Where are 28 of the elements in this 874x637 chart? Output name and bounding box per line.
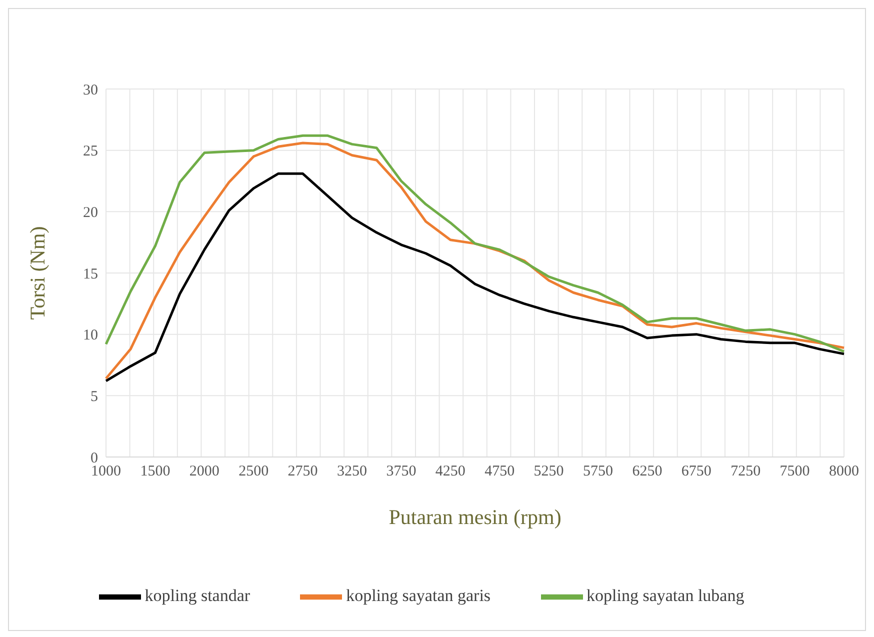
x-tick-label: 4250 — [435, 464, 466, 480]
x-tick-label: 7500 — [780, 464, 810, 480]
x-tick-label: 2000 — [189, 464, 220, 480]
x-tick-label: 3250 — [337, 464, 367, 480]
legend-label: kopling standar — [144, 586, 250, 605]
y-tick-label: 10 — [83, 328, 98, 344]
y-tick-label: 15 — [83, 266, 98, 282]
legend-label: kopling sayatan lubang — [586, 586, 744, 605]
x-tick-label: 8000 — [829, 464, 859, 480]
x-tick-label: 2500 — [238, 464, 269, 480]
y-tick-label: 5 — [90, 388, 98, 405]
y-tick-label: 20 — [83, 204, 98, 221]
x-tick-label: 6750 — [681, 464, 712, 480]
y-tick-label: 0 — [90, 450, 98, 466]
x-tick-label: 2750 — [288, 464, 318, 480]
x-tick-label: 3750 — [386, 464, 416, 480]
y-tick-label: 25 — [83, 144, 98, 160]
y-tick-label: 30 — [83, 82, 98, 98]
y-axis-title: Torsi (Nm) — [25, 226, 50, 320]
x-tick-label: 1500 — [140, 464, 170, 480]
x-tick-label: 5250 — [534, 464, 564, 480]
x-tick-label: 5750 — [583, 464, 613, 480]
x-axis-title: Putaran mesin (rpm) — [388, 504, 562, 529]
x-tick-label: 1000 — [91, 464, 121, 480]
x-tick-label: 7250 — [730, 464, 761, 480]
x-tick-label: 6250 — [632, 464, 662, 480]
x-tick-label: 4750 — [484, 464, 515, 480]
legend-label: kopling sayatan garis — [346, 586, 491, 605]
